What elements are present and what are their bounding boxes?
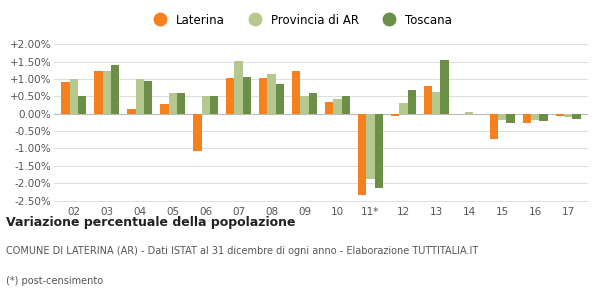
Bar: [308, 93, 317, 114]
Bar: [301, 96, 308, 114]
Bar: [259, 78, 268, 114]
Bar: [498, 114, 506, 120]
Bar: [177, 93, 185, 114]
Bar: [268, 74, 275, 114]
Bar: [506, 114, 515, 123]
Bar: [61, 82, 70, 114]
Bar: [358, 114, 367, 195]
Bar: [440, 60, 449, 114]
Bar: [424, 86, 432, 114]
Bar: [432, 92, 440, 114]
Text: COMUNE DI LATERINA (AR) - Dati ISTAT al 31 dicembre di ogni anno - Elaborazione : COMUNE DI LATERINA (AR) - Dati ISTAT al …: [6, 246, 478, 256]
Bar: [78, 96, 86, 114]
Legend: Laterina, Provincia di AR, Toscana: Laterina, Provincia di AR, Toscana: [143, 9, 457, 31]
Bar: [275, 84, 284, 114]
Bar: [325, 101, 334, 114]
Bar: [531, 114, 539, 120]
Bar: [374, 114, 383, 188]
Bar: [292, 71, 301, 114]
Bar: [399, 103, 407, 114]
Bar: [490, 114, 498, 139]
Bar: [127, 109, 136, 114]
Bar: [70, 79, 78, 114]
Bar: [111, 65, 119, 114]
Bar: [169, 93, 177, 114]
Bar: [564, 114, 572, 117]
Bar: [103, 71, 111, 114]
Bar: [367, 114, 374, 179]
Bar: [226, 78, 235, 114]
Bar: [391, 114, 399, 116]
Bar: [136, 79, 144, 114]
Bar: [407, 90, 416, 114]
Bar: [556, 114, 564, 116]
Bar: [235, 61, 243, 114]
Text: Variazione percentuale della popolazione: Variazione percentuale della popolazione: [6, 216, 296, 229]
Bar: [160, 104, 169, 114]
Bar: [341, 96, 350, 114]
Bar: [572, 114, 581, 119]
Bar: [193, 114, 202, 151]
Bar: [523, 114, 531, 123]
Bar: [243, 76, 251, 114]
Bar: [94, 71, 103, 114]
Bar: [202, 96, 210, 114]
Bar: [334, 99, 341, 114]
Bar: [465, 112, 473, 114]
Bar: [210, 96, 218, 114]
Text: (*) post-censimento: (*) post-censimento: [6, 276, 103, 286]
Bar: [539, 114, 548, 121]
Bar: [144, 81, 152, 114]
